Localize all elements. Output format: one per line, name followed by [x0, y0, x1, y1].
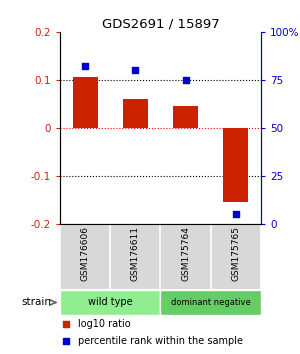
Text: GSM175764: GSM175764 — [181, 226, 190, 281]
Point — [183, 77, 188, 83]
Title: GDS2691 / 15897: GDS2691 / 15897 — [102, 18, 219, 31]
Point — [133, 67, 138, 73]
Bar — [160, 290, 261, 315]
Bar — [223, 128, 248, 202]
Text: strain: strain — [21, 297, 51, 308]
Point — [83, 64, 88, 69]
Text: wild type: wild type — [88, 297, 133, 308]
Text: percentile rank within the sample: percentile rank within the sample — [78, 337, 243, 347]
Text: GSM176606: GSM176606 — [81, 225, 90, 281]
Text: GSM176611: GSM176611 — [131, 225, 140, 281]
Bar — [73, 78, 98, 128]
Bar — [60, 290, 160, 315]
Text: GSM175765: GSM175765 — [231, 225, 240, 281]
Point — [233, 211, 238, 217]
Bar — [173, 106, 198, 128]
Point — [64, 339, 68, 344]
Text: log10 ratio: log10 ratio — [78, 319, 131, 329]
Text: dominant negative: dominant negative — [171, 298, 250, 307]
Bar — [123, 99, 148, 128]
Point — [64, 321, 68, 326]
